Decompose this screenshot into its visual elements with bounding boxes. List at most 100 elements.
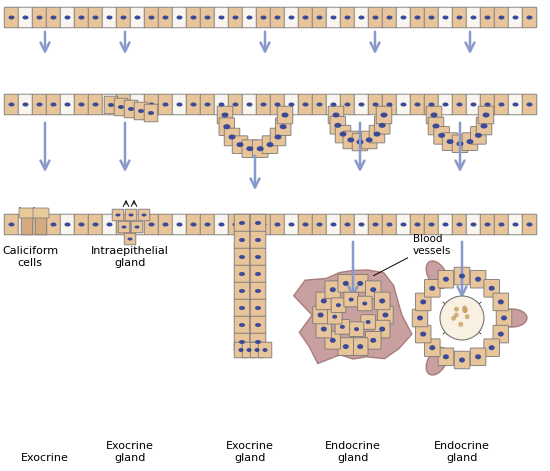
Circle shape bbox=[245, 260, 250, 266]
FancyBboxPatch shape bbox=[242, 140, 257, 157]
Ellipse shape bbox=[262, 348, 267, 352]
Ellipse shape bbox=[456, 141, 464, 146]
FancyBboxPatch shape bbox=[256, 214, 271, 235]
FancyBboxPatch shape bbox=[124, 233, 136, 245]
Ellipse shape bbox=[332, 315, 337, 319]
Ellipse shape bbox=[428, 103, 434, 106]
Ellipse shape bbox=[255, 323, 261, 327]
FancyBboxPatch shape bbox=[104, 96, 118, 114]
Ellipse shape bbox=[428, 16, 434, 19]
FancyBboxPatch shape bbox=[130, 214, 145, 235]
FancyBboxPatch shape bbox=[338, 338, 354, 356]
FancyBboxPatch shape bbox=[32, 94, 47, 115]
Circle shape bbox=[245, 320, 250, 325]
Ellipse shape bbox=[336, 303, 341, 307]
Ellipse shape bbox=[356, 139, 364, 145]
FancyBboxPatch shape bbox=[112, 209, 124, 221]
Ellipse shape bbox=[177, 222, 183, 227]
FancyBboxPatch shape bbox=[60, 7, 75, 28]
Ellipse shape bbox=[344, 222, 350, 227]
Ellipse shape bbox=[148, 103, 155, 106]
Circle shape bbox=[245, 300, 250, 306]
Ellipse shape bbox=[316, 222, 322, 227]
FancyBboxPatch shape bbox=[32, 214, 47, 235]
Ellipse shape bbox=[415, 222, 421, 227]
Circle shape bbox=[245, 220, 250, 226]
Ellipse shape bbox=[343, 281, 349, 286]
Ellipse shape bbox=[92, 16, 98, 19]
FancyBboxPatch shape bbox=[425, 339, 440, 357]
FancyBboxPatch shape bbox=[331, 298, 346, 312]
FancyBboxPatch shape bbox=[172, 94, 187, 115]
Ellipse shape bbox=[359, 16, 365, 19]
FancyBboxPatch shape bbox=[131, 221, 143, 233]
FancyBboxPatch shape bbox=[18, 7, 33, 28]
FancyBboxPatch shape bbox=[158, 214, 173, 235]
Ellipse shape bbox=[162, 103, 168, 106]
FancyBboxPatch shape bbox=[276, 118, 291, 136]
FancyBboxPatch shape bbox=[316, 320, 332, 338]
Ellipse shape bbox=[370, 287, 376, 292]
Ellipse shape bbox=[426, 261, 448, 288]
FancyBboxPatch shape bbox=[134, 102, 148, 120]
FancyBboxPatch shape bbox=[326, 7, 341, 28]
FancyBboxPatch shape bbox=[466, 7, 481, 28]
FancyBboxPatch shape bbox=[425, 279, 440, 297]
Text: Caliciform
cells: Caliciform cells bbox=[2, 246, 58, 268]
FancyBboxPatch shape bbox=[74, 94, 89, 115]
Ellipse shape bbox=[526, 222, 532, 227]
FancyBboxPatch shape bbox=[250, 316, 266, 334]
Ellipse shape bbox=[148, 16, 155, 19]
Circle shape bbox=[440, 296, 484, 340]
FancyBboxPatch shape bbox=[434, 127, 449, 144]
FancyBboxPatch shape bbox=[412, 309, 428, 327]
Ellipse shape bbox=[415, 103, 421, 106]
FancyBboxPatch shape bbox=[214, 214, 229, 235]
FancyBboxPatch shape bbox=[522, 94, 537, 115]
Ellipse shape bbox=[443, 222, 448, 227]
Ellipse shape bbox=[51, 222, 57, 227]
FancyBboxPatch shape bbox=[454, 267, 470, 285]
FancyBboxPatch shape bbox=[116, 7, 131, 28]
Ellipse shape bbox=[120, 16, 127, 19]
Ellipse shape bbox=[459, 357, 465, 363]
Ellipse shape bbox=[239, 340, 245, 344]
FancyBboxPatch shape bbox=[130, 7, 145, 28]
Ellipse shape bbox=[218, 222, 224, 227]
Ellipse shape bbox=[366, 138, 373, 142]
Ellipse shape bbox=[456, 222, 463, 227]
Ellipse shape bbox=[482, 113, 490, 117]
FancyBboxPatch shape bbox=[476, 117, 492, 135]
FancyBboxPatch shape bbox=[382, 94, 397, 115]
FancyBboxPatch shape bbox=[234, 342, 248, 358]
Ellipse shape bbox=[485, 16, 491, 19]
Ellipse shape bbox=[190, 16, 196, 19]
Ellipse shape bbox=[64, 222, 70, 227]
FancyBboxPatch shape bbox=[340, 7, 355, 28]
Circle shape bbox=[251, 286, 255, 290]
FancyBboxPatch shape bbox=[60, 214, 75, 235]
Ellipse shape bbox=[205, 16, 211, 19]
FancyBboxPatch shape bbox=[471, 127, 486, 144]
Ellipse shape bbox=[331, 103, 337, 106]
Ellipse shape bbox=[470, 222, 476, 227]
FancyBboxPatch shape bbox=[354, 214, 369, 235]
FancyBboxPatch shape bbox=[365, 332, 381, 349]
Ellipse shape bbox=[246, 348, 251, 352]
FancyBboxPatch shape bbox=[250, 231, 266, 249]
FancyBboxPatch shape bbox=[494, 7, 509, 28]
Ellipse shape bbox=[190, 222, 196, 227]
FancyBboxPatch shape bbox=[242, 7, 257, 28]
Ellipse shape bbox=[400, 103, 406, 106]
FancyBboxPatch shape bbox=[18, 94, 33, 115]
FancyBboxPatch shape bbox=[144, 214, 159, 235]
Ellipse shape bbox=[362, 301, 367, 306]
FancyBboxPatch shape bbox=[312, 94, 327, 115]
FancyBboxPatch shape bbox=[60, 94, 75, 115]
Ellipse shape bbox=[233, 222, 239, 227]
FancyBboxPatch shape bbox=[234, 316, 250, 334]
Ellipse shape bbox=[513, 103, 519, 106]
Ellipse shape bbox=[255, 348, 260, 352]
Ellipse shape bbox=[255, 238, 261, 242]
Ellipse shape bbox=[354, 327, 359, 331]
